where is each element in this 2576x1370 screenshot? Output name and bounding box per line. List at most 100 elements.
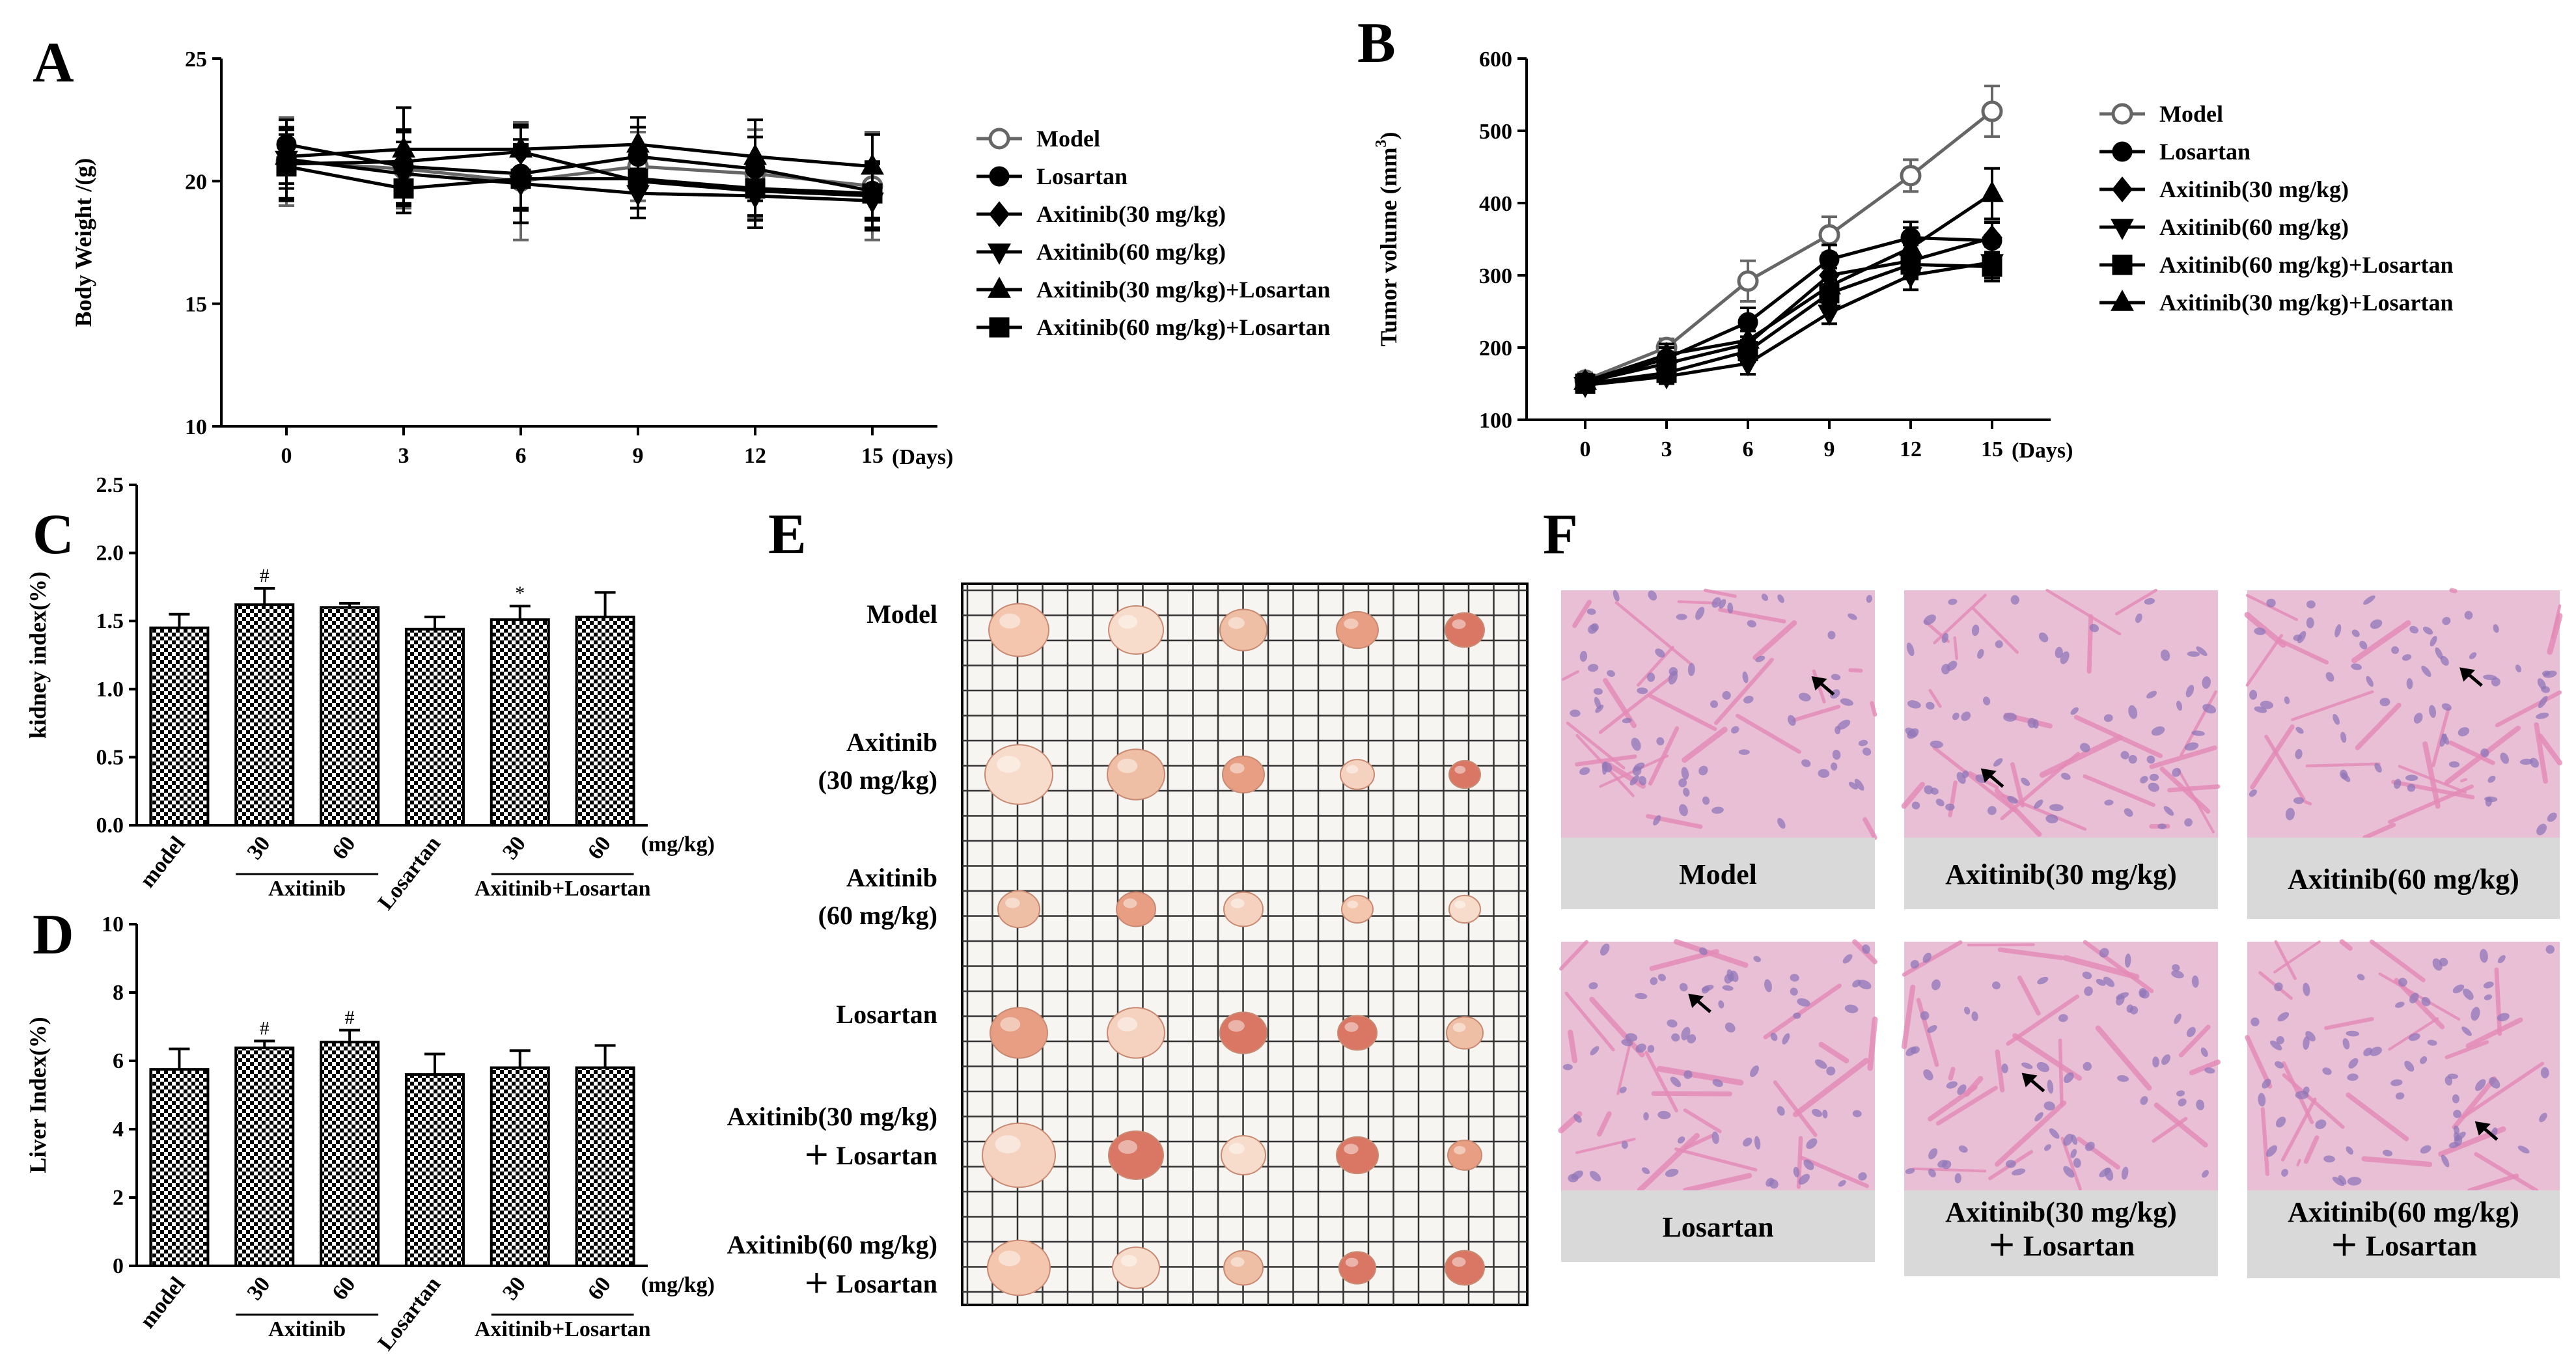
cell-nucleus [2120, 750, 2129, 760]
tissue-fiber [1651, 1091, 1732, 1097]
tissue-fiber [2303, 1135, 2320, 1164]
cell-nucleus [2427, 1039, 2437, 1046]
cell-nucleus [1683, 1070, 1693, 1079]
cell-nucleus [1793, 1166, 1800, 1177]
cell-nucleus [1777, 817, 1786, 829]
cell-nucleus [2348, 1058, 2359, 1069]
tumor-sample [1108, 605, 1164, 655]
y-tick-label: 20 [185, 170, 207, 194]
cell-nucleus [1671, 1033, 1680, 1042]
legend-entry: Axitinib(30 mg/kg) [2159, 176, 2349, 202]
tissue-fiber [2422, 741, 2441, 809]
legend-entry: Axitinib(60 mg/kg)+Losartan [2159, 252, 2454, 278]
cell-nucleus [2063, 1133, 2073, 1146]
data-point [1737, 270, 1759, 292]
data-point [628, 169, 648, 189]
cell-nucleus [1927, 1025, 1937, 1034]
cell-nucleus [2135, 613, 2142, 623]
cell-nucleus [2483, 981, 2494, 989]
tissue-fiber [2274, 940, 2297, 980]
cell-nucleus [2448, 761, 2460, 768]
cell-nucleus [1743, 1137, 1752, 1147]
tissue-fiber [2431, 707, 2450, 767]
x-tick-label: 9 [633, 444, 644, 468]
x-tick-label: 0 [281, 444, 292, 468]
tumor-highlight [1230, 763, 1245, 774]
panel-b: B 100 200 300 400 500 600 0 3 6 9 12 15 (Days) Tumor … [1357, 12, 2454, 463]
legend-marker [2111, 103, 2133, 125]
cell-nucleus [2196, 1099, 2205, 1110]
legend-entry: Model [1036, 126, 1100, 152]
tumor-highlight [997, 756, 1021, 773]
cell-nucleus [2485, 797, 2493, 807]
x-tick-label: 60 [583, 1272, 616, 1305]
cell-nucleus [2541, 670, 2551, 676]
cell-nucleus [1854, 778, 1864, 791]
tumor-highlight [1344, 1022, 1359, 1032]
cell-nucleus [1923, 614, 1936, 625]
cell-nucleus [1941, 633, 1948, 644]
tissue-fiber [1714, 657, 1774, 725]
tumor-highlight [1117, 758, 1138, 773]
cell-nucleus [1562, 1063, 1573, 1071]
cell-nucleus [2306, 600, 2316, 609]
tissue-fiber [2095, 1025, 2152, 1091]
cell-nucleus [2128, 705, 2138, 719]
cell-nucleus [2103, 714, 2113, 722]
tissue-fiber [1566, 721, 1626, 770]
tumor-sample [1336, 1136, 1379, 1175]
cell-nucleus [2185, 685, 2195, 698]
cell-nucleus [2439, 957, 2448, 966]
data-point [1818, 273, 1841, 295]
cell-nucleus [1842, 954, 1853, 964]
cell-nucleus [2471, 1007, 2480, 1021]
tile-label: Axitinib(30 mg/kg) [1945, 1196, 2177, 1228]
tumor-sample [1445, 612, 1485, 648]
cell-nucleus [1923, 1069, 1933, 1080]
tissue-fiber [1901, 782, 1926, 809]
cell-nucleus [2420, 1056, 2428, 1064]
cell-nucleus [1920, 1011, 1930, 1021]
group-label: Axitinib [268, 1317, 346, 1341]
cell-nucleus [1822, 1109, 1828, 1119]
x-tick-label: Losartan [374, 1272, 446, 1355]
cell-nucleus [2340, 769, 2348, 780]
tumor-sample [1107, 1007, 1165, 1059]
legend-entry: Axitinib(60 mg/kg)+Losartan [1036, 314, 1331, 340]
cell-nucleus [1963, 1006, 1971, 1015]
row-label: Axitinib(30 mg/kg) [727, 1102, 937, 1131]
cell-nucleus [2036, 1062, 2050, 1073]
cell-nucleus [2480, 748, 2489, 758]
series-5 [276, 133, 883, 219]
tissue-fiber [2534, 722, 2548, 784]
cell-nucleus [2420, 1145, 2431, 1154]
bar [490, 618, 550, 827]
cell-nucleus [2172, 964, 2180, 972]
panel-c-plot: 0.0 0.5 1.0 1.5 2.0 2.5 kidney index(%) model #3… [25, 473, 715, 914]
cell-nucleus [2082, 971, 2092, 980]
series-line [286, 165, 873, 195]
cell-nucleus [1600, 943, 1610, 956]
cell-nucleus [2487, 775, 2496, 783]
unit-label: (mg/kg) [641, 1273, 715, 1297]
cell-nucleus [1831, 674, 1841, 681]
tumor-highlight [1347, 900, 1359, 909]
bar [149, 1068, 210, 1267]
tissue-fiber [1916, 998, 1939, 1067]
cell-nucleus [2421, 996, 2431, 1006]
cell-nucleus [2116, 992, 2129, 1000]
legend: Model Losartan Axitinib(30 mg/kg) Axitinib(… [2099, 101, 2454, 316]
tumor-highlight [1230, 1257, 1245, 1267]
cell-nucleus [2186, 1026, 2196, 1037]
cell-nucleus [2043, 1101, 2055, 1111]
cell-nucleus [2422, 626, 2433, 635]
cell-nucleus [2202, 704, 2217, 714]
tumor-sample [1223, 891, 1264, 927]
y-axis-title-close: ) [1376, 132, 1402, 140]
cell-nucleus [1971, 624, 1980, 637]
cell-nucleus [2545, 945, 2555, 954]
tissue-fiber [1870, 701, 1877, 717]
tissue-fiber [2346, 1092, 2409, 1142]
cell-nucleus [2370, 619, 2383, 629]
cell-nucleus [1579, 767, 1590, 775]
